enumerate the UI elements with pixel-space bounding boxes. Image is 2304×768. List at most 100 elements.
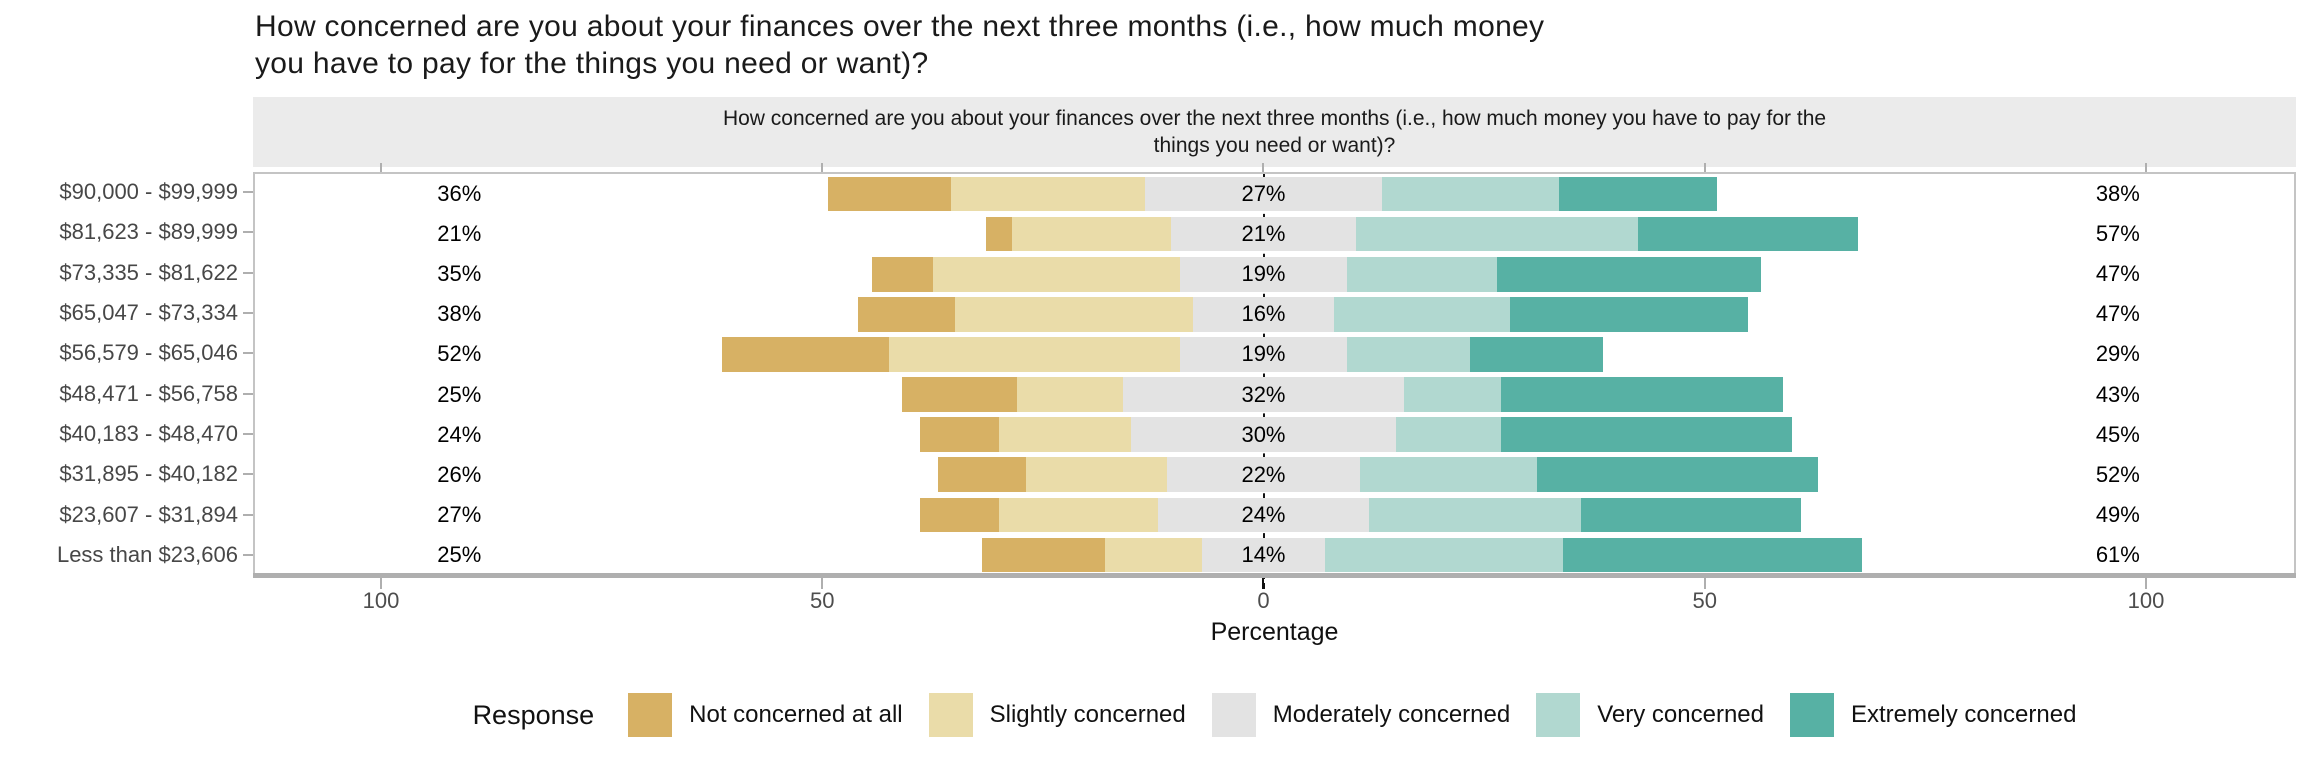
y-axis-label: $40,183 - $48,470 bbox=[59, 420, 238, 446]
bar-segment-moderately-concerned bbox=[1201, 537, 1326, 573]
legend-label: Extremely concerned bbox=[1851, 701, 2077, 728]
percent-label-left: 35% bbox=[437, 261, 482, 287]
y-axis-tick bbox=[243, 191, 253, 194]
y-axis-label: $65,047 - $73,334 bbox=[59, 300, 238, 326]
y-axis-ticks bbox=[243, 172, 253, 575]
y-axis-tick bbox=[243, 473, 253, 476]
bar-row: 27% 24% 49% bbox=[255, 497, 2294, 533]
bar-row: 25% 14% 61% bbox=[255, 537, 2294, 573]
percent-label-left: 27% bbox=[437, 501, 482, 527]
percent-label-right: 61% bbox=[2095, 541, 2140, 567]
legend-item-not-concerned: Not concerned at all bbox=[628, 693, 903, 737]
bar-segment-very-concerned bbox=[1355, 216, 1638, 252]
percent-label-mid: 14% bbox=[1241, 541, 1286, 567]
bar-segment-extremely-concerned bbox=[1637, 216, 1858, 252]
plot-panel: 36% 27% 38% 21% 21% 57% 35% 19% 47% 38% 16% 47% 52% 1… bbox=[253, 172, 2296, 589]
legend-swatch-slightly-concerned bbox=[928, 693, 973, 737]
legend: Response Not concerned at all Slightly co… bbox=[253, 686, 2296, 744]
bar-segment-moderately-concerned bbox=[1166, 457, 1361, 493]
percent-label-right: 29% bbox=[2095, 341, 2140, 367]
percent-label-left: 24% bbox=[437, 421, 482, 447]
x-axis-tick bbox=[1262, 163, 1265, 172]
bar-segment-slightly-concerned bbox=[1012, 216, 1171, 252]
bar-segment-not-concerned bbox=[919, 497, 1000, 533]
y-axis-label: $73,335 - $81,622 bbox=[59, 259, 238, 285]
legend-item-very-concerned: Very concerned bbox=[1536, 693, 1764, 737]
y-axis-label: $48,471 - $56,758 bbox=[59, 380, 238, 406]
percent-label-mid: 32% bbox=[1241, 381, 1286, 407]
y-axis-tick bbox=[243, 271, 253, 274]
percent-label-mid: 16% bbox=[1241, 301, 1286, 327]
bar-row: 35% 19% 47% bbox=[255, 256, 2294, 292]
percent-label-right: 45% bbox=[2095, 421, 2140, 447]
bar-segment-slightly-concerned bbox=[999, 417, 1132, 452]
y-axis-tick bbox=[243, 231, 253, 234]
bar-segment-very-concerned bbox=[1347, 337, 1471, 372]
y-axis-label: $56,579 - $65,046 bbox=[59, 340, 238, 366]
percent-label-left: 36% bbox=[437, 181, 482, 207]
bar-row: 52% 19% 29% bbox=[255, 337, 2294, 372]
bar-segment-moderately-concerned bbox=[1193, 297, 1334, 332]
percent-label-mid: 30% bbox=[1241, 421, 1286, 447]
bar-row: 25% 32% 43% bbox=[255, 377, 2294, 412]
y-axis-tick bbox=[243, 553, 253, 556]
bar-segment-extremely-concerned bbox=[1470, 337, 1603, 372]
y-axis-label: $81,623 - $89,999 bbox=[59, 219, 238, 245]
bar-segment-moderately-concerned bbox=[1157, 497, 1370, 533]
percent-label-left: 25% bbox=[437, 381, 482, 407]
bar-segment-very-concerned bbox=[1404, 377, 1502, 412]
x-axis-tick bbox=[1262, 578, 1265, 589]
bar-segment-extremely-concerned bbox=[1510, 297, 1748, 332]
y-axis-label: Less than $23,606 bbox=[56, 541, 238, 567]
facet-strip-title: How concerned are you about your finance… bbox=[723, 105, 1826, 159]
bar-segment-slightly-concerned bbox=[1104, 537, 1202, 573]
legend-label: Very concerned bbox=[1597, 701, 1764, 728]
legend-swatch-very-concerned bbox=[1536, 693, 1581, 737]
facet-strip-line-2: things you need or want)? bbox=[1153, 134, 1396, 157]
chart-title-line-1: How concerned are you about your finance… bbox=[255, 10, 1545, 43]
legend-label: Slightly concerned bbox=[989, 701, 1186, 728]
bar-segment-moderately-concerned bbox=[1122, 377, 1405, 412]
bar-segment-moderately-concerned bbox=[1144, 176, 1383, 212]
bar-segment-extremely-concerned bbox=[1558, 176, 1718, 212]
x-axis-line bbox=[253, 573, 2296, 578]
bar-segment-very-concerned bbox=[1395, 417, 1502, 452]
x-axis-tick bbox=[379, 578, 382, 589]
x-axis-tick bbox=[821, 578, 824, 589]
bar-segment-extremely-concerned bbox=[1501, 377, 1784, 412]
percent-label-right: 49% bbox=[2095, 501, 2140, 527]
percent-label-mid: 22% bbox=[1241, 461, 1286, 487]
legend-item-slightly-concerned: Slightly concerned bbox=[928, 693, 1186, 737]
bar-segment-extremely-concerned bbox=[1580, 497, 1801, 533]
x-axis-tick-labels: 100 50 0 50 100 bbox=[253, 588, 2296, 614]
bar-segment-very-concerned bbox=[1325, 537, 1563, 573]
percent-label-left: 25% bbox=[437, 541, 482, 567]
bar-segment-very-concerned bbox=[1369, 497, 1581, 533]
bar-segment-moderately-concerned bbox=[1131, 417, 1396, 452]
bar-segment-not-concerned bbox=[981, 537, 1105, 573]
x-axis-tick-label: 100 bbox=[362, 588, 400, 613]
bar-segment-slightly-concerned bbox=[933, 256, 1180, 292]
y-axis-tick bbox=[243, 312, 253, 315]
percent-label-right: 38% bbox=[2095, 181, 2140, 207]
x-axis-tick-label: 100 bbox=[2127, 588, 2165, 613]
legend-item-moderately-concerned: Moderately concerned bbox=[1211, 693, 1510, 737]
bar-segment-extremely-concerned bbox=[1562, 537, 1863, 573]
bar-row: 36% 27% 38% bbox=[255, 176, 2294, 212]
bar-row: 38% 16% 47% bbox=[255, 297, 2294, 332]
bar-segment-very-concerned bbox=[1347, 256, 1497, 292]
bar-segment-very-concerned bbox=[1333, 297, 1511, 332]
bar-segment-extremely-concerned bbox=[1501, 417, 1792, 452]
percent-label-left: 38% bbox=[437, 301, 482, 327]
x-axis-tick bbox=[2144, 163, 2147, 172]
bar-segment-very-concerned bbox=[1360, 457, 1537, 493]
percent-label-mid: 27% bbox=[1241, 181, 1286, 207]
x-axis-tick bbox=[379, 163, 382, 172]
percent-label-left: 52% bbox=[437, 341, 482, 367]
percent-label-right: 43% bbox=[2095, 381, 2140, 407]
legend-swatch-extremely-concerned bbox=[1790, 693, 1834, 737]
percent-label-right: 57% bbox=[2095, 221, 2140, 247]
bar-segment-slightly-concerned bbox=[950, 176, 1145, 212]
chart-title-line-2: you have to pay for the things you need … bbox=[255, 47, 929, 80]
bar-segment-slightly-concerned bbox=[1016, 377, 1123, 412]
